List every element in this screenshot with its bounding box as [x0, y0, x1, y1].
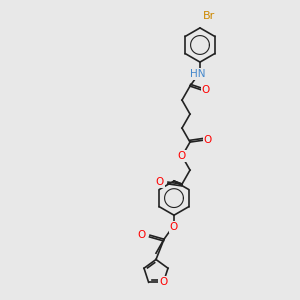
Text: O: O [170, 222, 178, 232]
Text: O: O [156, 177, 164, 187]
Text: O: O [178, 151, 186, 161]
Text: O: O [159, 277, 167, 287]
Text: O: O [202, 85, 210, 95]
Text: O: O [204, 135, 212, 145]
Text: Br: Br [203, 11, 215, 21]
Text: HN: HN [190, 69, 206, 79]
Text: O: O [138, 230, 146, 240]
